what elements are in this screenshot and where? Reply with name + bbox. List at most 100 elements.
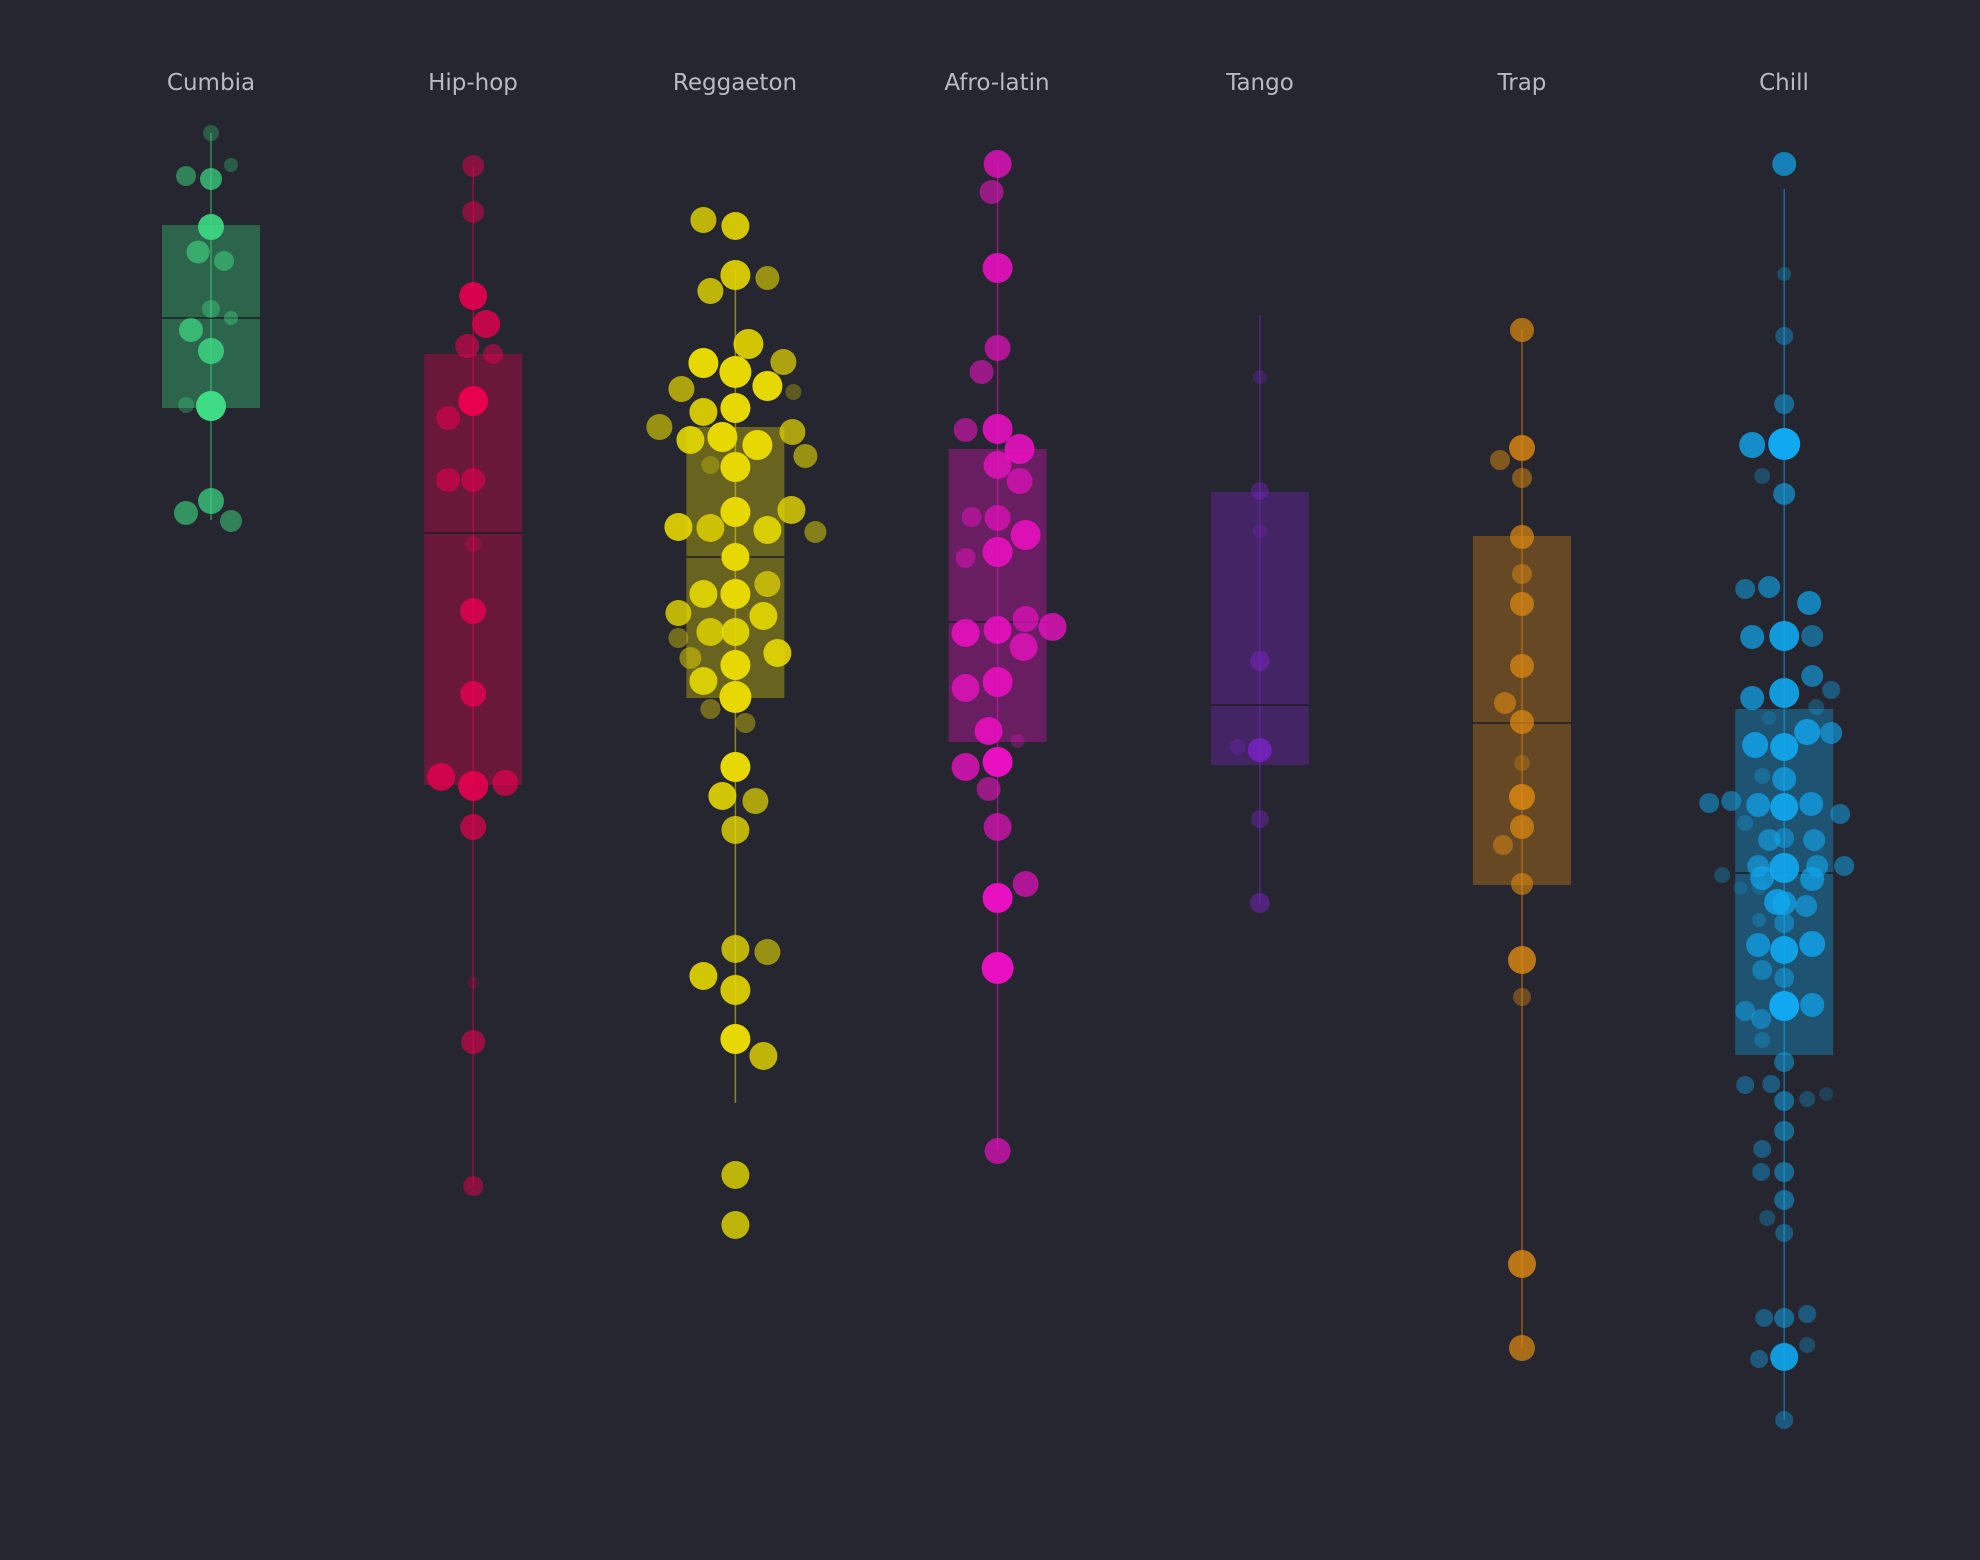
chill-data-point: [1770, 733, 1799, 761]
reggaeton-data-point: [742, 430, 773, 460]
trap-data-point: [1510, 654, 1534, 678]
trap-data-point: [1510, 525, 1534, 549]
chill-data-point: [1774, 1121, 1795, 1141]
reggaeton-data-point: [707, 422, 738, 452]
hip-hop-data-point: [436, 468, 461, 492]
trap-data-point: [1508, 1250, 1536, 1278]
reggaeton-data-point: [689, 398, 718, 426]
afro-latin-data-point: [984, 505, 1011, 531]
chill-data-point: [1739, 432, 1766, 458]
cumbia-data-point: [176, 166, 196, 186]
trap-data-point: [1511, 873, 1533, 895]
chill-data-point: [1775, 1224, 1794, 1242]
chill-data-point: [1755, 1309, 1774, 1327]
reggaeton-data-point: [754, 571, 781, 597]
chill-data-point: [1752, 1163, 1771, 1181]
tango-data-point: [1252, 524, 1267, 538]
reggaeton-data-point: [665, 600, 692, 626]
reggaeton-data-point: [749, 602, 778, 630]
category-label-tango: Tango: [1226, 70, 1294, 96]
afro-latin-data-point: [982, 667, 1013, 697]
chill-data-point: [1754, 1032, 1771, 1048]
chill-data-point: [1758, 576, 1781, 598]
chill-data-point: [1770, 1343, 1799, 1371]
trap-data-point: [1508, 946, 1536, 974]
reggaeton-data-point: [696, 618, 725, 646]
hip-hop-data-point: [461, 468, 486, 492]
afro-latin-data-point: [1012, 606, 1039, 632]
chill-data-point: [1752, 960, 1773, 980]
reggaeton-data-point: [689, 580, 718, 608]
chill-data-point: [1736, 1076, 1755, 1094]
chill-data-point: [1774, 1308, 1795, 1328]
chill-data-point: [1769, 678, 1800, 708]
reggaeton-data-point: [696, 514, 725, 542]
tango-data-point: [1247, 738, 1272, 762]
reggaeton-data-point: [721, 1211, 750, 1239]
trap-data-point: [1510, 710, 1534, 734]
chill-data-point: [1774, 913, 1795, 933]
hip-hop-data-point: [427, 763, 456, 791]
hip-hop-data-point: [460, 598, 487, 624]
trap-data-point: [1513, 988, 1531, 1006]
chill-data-point: [1752, 913, 1767, 927]
reggaeton-data-point: [721, 212, 750, 240]
cumbia-data-point: [196, 391, 226, 421]
afro-latin-data-point: [984, 335, 1011, 361]
chill-data-point: [1800, 993, 1825, 1017]
cumbia-data-point: [178, 397, 194, 413]
hip-hop-data-point: [459, 282, 488, 310]
cumbia-data-point: [203, 125, 219, 141]
chill-data-point: [1769, 621, 1800, 651]
chill-data-point: [1774, 1052, 1795, 1072]
afro-latin-data-point: [951, 753, 980, 781]
hip-hop-data-point: [463, 1176, 484, 1196]
chill-data-point: [1759, 1210, 1776, 1226]
reggaeton-data-point: [777, 496, 806, 524]
chill-data-point: [1746, 933, 1771, 957]
trap-data-point: [1494, 692, 1516, 714]
reggaeton-data-point: [754, 939, 781, 965]
reggaeton-data-point: [785, 384, 802, 400]
afro-latin-data-point: [1010, 520, 1041, 550]
afro-latin-data-point: [1004, 434, 1035, 464]
afro-latin-data-point: [983, 616, 1012, 644]
chill-data-point: [1746, 793, 1771, 817]
afro-latin-data-point: [1012, 871, 1039, 897]
chill-data-point: [1834, 856, 1855, 876]
afro-latin-data-point: [969, 360, 994, 384]
chill-data-point: [1774, 1162, 1795, 1182]
reggaeton-data-point: [646, 414, 673, 440]
cumbia-data-point: [220, 510, 242, 532]
reggaeton-data-point: [708, 782, 737, 810]
chill-data-point: [1750, 1350, 1769, 1368]
chill-data-point: [1822, 681, 1841, 699]
hip-hop-data-point: [492, 770, 519, 796]
chill-data-point: [1753, 1140, 1772, 1158]
reggaeton-data-point: [719, 681, 752, 713]
hip-hop-data-point: [462, 155, 485, 177]
reggaeton-data-point: [721, 543, 750, 571]
chill-data-point: [1774, 828, 1795, 848]
reggaeton-data-point: [668, 628, 689, 648]
afro-latin-data-point: [1038, 613, 1067, 641]
chill-data-point: [1795, 895, 1818, 917]
chill-data-point: [1772, 767, 1797, 791]
chill-data-point: [1819, 1087, 1834, 1101]
chill-data-point: [1773, 483, 1796, 505]
cumbia-data-point: [198, 488, 224, 514]
reggaeton-data-point: [753, 516, 782, 544]
tango-data-point: [1229, 739, 1246, 755]
chill-data-point: [1777, 267, 1792, 281]
afro-latin-data-point: [981, 952, 1014, 984]
chill-data-point: [1774, 1190, 1795, 1210]
trap-data-point: [1509, 1335, 1535, 1361]
reggaeton-data-point: [664, 513, 693, 541]
reggaeton-data-point: [690, 207, 717, 233]
tango-data-point: [1252, 370, 1267, 384]
reggaeton-data-point: [701, 456, 720, 474]
category-label-afro-latin: Afro-latin: [944, 70, 1050, 96]
afro-latin-data-point: [983, 451, 1012, 479]
afro-latin-data-point: [982, 537, 1013, 567]
tango-data-point: [1250, 482, 1269, 500]
